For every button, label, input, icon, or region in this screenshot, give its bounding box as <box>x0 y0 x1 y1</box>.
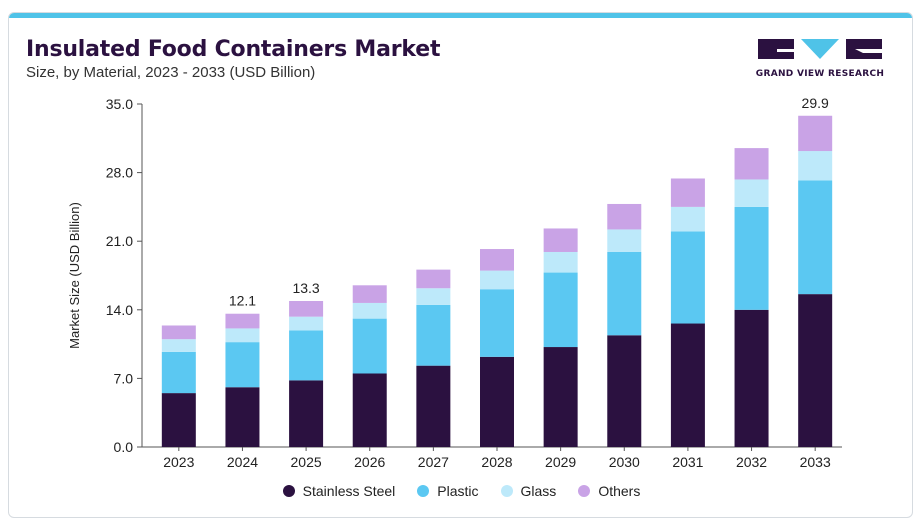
legend-item: Glass <box>500 483 557 499</box>
legend-label: Glass <box>520 483 557 499</box>
bar-segment-others <box>798 115 833 152</box>
stacked-bar-chart: 0.0 7.0 14.0 21.0 28.0 35.0 Market Size (USD B… <box>67 95 842 470</box>
bar-segment-plastic <box>225 342 260 388</box>
total-data-label: 29.9 <box>802 95 829 111</box>
x-tick-label: 2027 <box>418 454 449 470</box>
bar-segment-plastic <box>289 330 324 381</box>
bar-segment-glass <box>607 229 642 252</box>
x-tick-label: 2023 <box>163 454 194 470</box>
legend-item: Plastic <box>417 483 479 499</box>
legend-label: Others <box>598 483 641 499</box>
bar-segment-glass <box>161 339 196 352</box>
legend-label: Stainless Steel <box>302 483 396 499</box>
y-tick-label: 21.0 <box>106 233 133 249</box>
bar-segment-glass <box>416 288 451 305</box>
logo-text: GRAND VIEW RESEARCH <box>755 69 885 79</box>
x-tick-label: 2030 <box>609 454 640 470</box>
legend-marker-icon <box>500 485 513 497</box>
bar-segment-plastic <box>607 251 642 336</box>
bar-segment-plastic <box>161 351 196 394</box>
chart-subtitle: Size, by Material, 2023 - 2033 (USD Bill… <box>26 64 316 81</box>
bar-segment-stainless-steel <box>607 335 642 447</box>
bar-segment-stainless-steel <box>543 347 578 447</box>
bar-segment-stainless-steel <box>289 380 324 447</box>
bar-segment-stainless-steel <box>480 356 514 447</box>
bar-segment-plastic <box>670 231 705 324</box>
y-tick-label: 14.0 <box>106 302 133 318</box>
bar-segment-plastic <box>480 289 514 357</box>
legend-marker-icon <box>417 485 430 497</box>
bar-segment-stainless-steel <box>225 387 260 447</box>
legend-item: Others <box>578 483 640 499</box>
bar-segment-others <box>480 249 514 271</box>
y-tick-label: 7.0 <box>114 370 134 386</box>
bar-segment-stainless-steel <box>670 323 705 447</box>
grand-view-research-logo: GRAND VIEW RESEARCH <box>755 35 885 85</box>
total-data-label: 12.1 <box>229 293 256 309</box>
accent-bar <box>9 13 912 18</box>
bar-segment-plastic <box>734 206 769 310</box>
bar-segment-stainless-steel <box>798 294 833 447</box>
legend-item: Stainless Steel <box>282 483 396 499</box>
x-tick-label: 2033 <box>800 454 831 470</box>
bar-segment-glass <box>543 251 578 273</box>
bar-segment-glass <box>289 316 324 331</box>
chart-card: Insulated Food Containers Market Size, b… <box>8 12 913 518</box>
legend-marker-icon <box>282 485 295 497</box>
x-tick-label: 2026 <box>354 454 385 470</box>
bar-segment-others <box>225 313 260 329</box>
bar-segment-others <box>670 178 705 207</box>
y-axis-label: Market Size (USD Billion) <box>67 202 82 349</box>
total-data-label: 13.3 <box>292 280 319 296</box>
bar-segment-plastic <box>798 180 833 295</box>
bar-segment-others <box>416 269 451 289</box>
legend-marker-icon <box>578 485 591 497</box>
bar-segment-glass <box>480 270 514 290</box>
bar-segment-plastic <box>416 304 451 366</box>
bar-segment-glass <box>670 206 705 232</box>
x-tick-label: 2029 <box>545 454 576 470</box>
bar-segment-plastic <box>352 318 387 374</box>
chart-legend: Stainless Steel Plastic Glass Others <box>9 483 912 499</box>
bar-segment-others <box>734 148 769 180</box>
bar-segment-stainless-steel <box>161 393 196 447</box>
x-tick-label: 2025 <box>291 454 322 470</box>
bar-segment-stainless-steel <box>416 365 451 447</box>
bar-segment-stainless-steel <box>352 373 387 447</box>
y-tick-label: 28.0 <box>106 165 133 181</box>
bar-segment-others <box>161 325 196 340</box>
bar-segment-others <box>543 228 578 252</box>
bar-segment-glass <box>352 302 387 319</box>
gvr-logo-icon <box>758 39 882 59</box>
bar-segment-glass <box>798 151 833 181</box>
x-tick-label: 2024 <box>227 454 258 470</box>
bar-segment-others <box>352 285 387 303</box>
bar-segment-others <box>607 203 642 230</box>
chart-title: Insulated Food Containers Market <box>26 37 441 62</box>
x-tick-label: 2031 <box>672 454 703 470</box>
y-tick-label: 35.0 <box>106 96 133 112</box>
bar-segment-glass <box>734 179 769 207</box>
y-tick-label: 0.0 <box>114 439 134 455</box>
x-tick-label: 2032 <box>736 454 767 470</box>
legend-label: Plastic <box>437 483 479 499</box>
bar-segment-glass <box>225 328 260 343</box>
bar-segment-plastic <box>543 272 578 348</box>
bar-segment-others <box>289 300 324 317</box>
x-tick-label: 2028 <box>481 454 512 470</box>
bar-segment-stainless-steel <box>734 309 769 447</box>
